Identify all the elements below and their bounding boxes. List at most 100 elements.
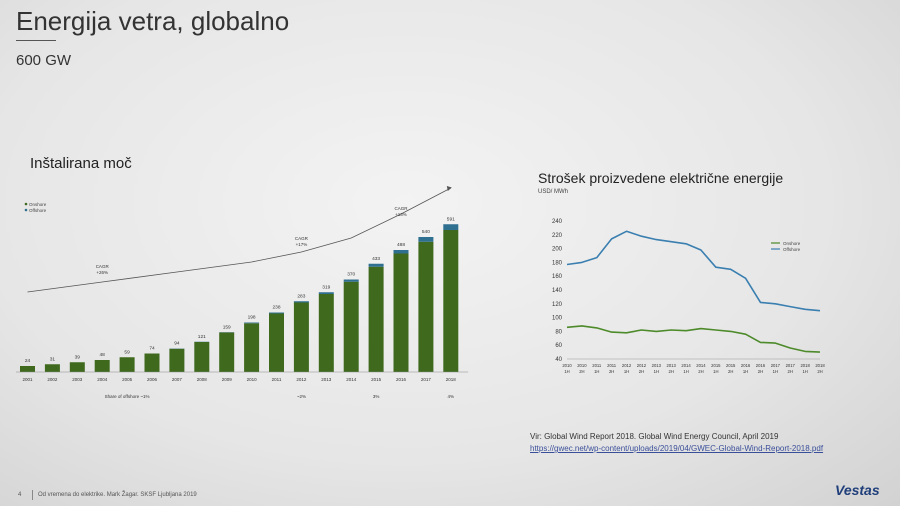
bar-total-label: 198: [248, 315, 256, 321]
bar-onshore: [194, 342, 210, 372]
x-tick-label: 2004: [97, 377, 108, 382]
x-tick-label-half: 2H: [788, 369, 793, 374]
x-tick-label-half: 2H: [817, 369, 822, 374]
x-tick-label: 2007: [172, 377, 183, 382]
bar-total-label: 74: [149, 346, 155, 352]
bar-total-label: 540: [422, 229, 430, 235]
x-tick-label-half: 1H: [802, 369, 807, 374]
legend-label-offshore: Offshore: [783, 247, 801, 252]
source-link[interactable]: https://gwec.net/wp-content/uploads/2019…: [530, 444, 824, 453]
bar-onshore: [20, 366, 35, 372]
x-tick-label-year: 2016: [741, 363, 751, 368]
cagr-trend-line: [27, 187, 451, 293]
x-tick-label-year: 2015: [726, 363, 736, 368]
x-tick-label-year: 2018: [815, 363, 825, 368]
bar-offshore: [443, 224, 459, 230]
bar-offshore: [269, 312, 284, 314]
bar-total-label: 48: [100, 352, 106, 358]
bar-offshore: [393, 250, 409, 254]
page-number: 4: [18, 492, 22, 498]
x-tick-label-half: 1H: [773, 369, 778, 374]
x-tick-label-year: 2010: [562, 363, 572, 368]
energy-cost-unit: USD/ MWh: [538, 189, 568, 195]
x-tick-label: 2011: [272, 377, 282, 382]
slide-subtitle: 600 GW: [16, 52, 72, 69]
bar-total-label: 591: [447, 216, 455, 222]
bar-onshore: [443, 230, 459, 372]
x-tick-label-half: 2H: [668, 369, 673, 374]
x-tick-label: 2002: [47, 377, 58, 382]
x-tick-label: 2003: [72, 377, 83, 382]
cagr-label-title: CAGR: [96, 264, 110, 269]
bar-onshore: [219, 332, 235, 372]
offshore-share-label: 4%: [448, 394, 455, 399]
cagr-label-value: +17%: [296, 242, 308, 247]
x-tick-label-half: 1H: [624, 369, 629, 374]
bar-total-label: 31: [50, 356, 56, 362]
cagr-label-value: +26%: [96, 270, 108, 275]
y-tick-label: 120: [552, 302, 563, 308]
x-tick-label-year: 2014: [696, 363, 706, 368]
x-tick-label-year: 2018: [800, 363, 810, 368]
slide-title: Energija vetra, globalno: [16, 6, 290, 36]
title-underline: [16, 40, 56, 41]
cagr-label-value: +13%: [395, 212, 407, 217]
offshore-share-label: Share of offshore ~1%: [105, 394, 150, 399]
x-tick-label-year: 2016: [756, 363, 766, 368]
bar-onshore: [293, 302, 309, 372]
bar-onshore: [169, 348, 185, 372]
bar-offshore: [418, 237, 434, 242]
x-tick-label-half: 2H: [609, 369, 614, 374]
cagr-label-title: CAGR: [295, 236, 309, 241]
line-series-onshore: [566, 325, 821, 353]
x-tick-label-half: 2H: [639, 369, 644, 374]
bar-onshore: [94, 360, 110, 372]
cagr-trend-arrow: [446, 186, 452, 191]
x-tick-label: 2017: [421, 377, 432, 382]
bar-total-label: 24: [25, 358, 31, 364]
legend-marker-offshore: [24, 208, 28, 212]
bar-total-label: 319: [322, 284, 330, 290]
x-tick-label: 2005: [122, 377, 133, 382]
bar-onshore: [393, 253, 409, 372]
bar-onshore: [343, 281, 359, 372]
x-tick-label: 2013: [321, 377, 332, 382]
x-tick-label-year: 2017: [771, 363, 781, 368]
x-tick-label-half: 1H: [594, 369, 599, 374]
bar-onshore: [418, 241, 434, 372]
x-tick-label-half: 1H: [743, 369, 748, 374]
x-tick-label-year: 2011: [592, 363, 602, 368]
bar-total-label: 121: [198, 334, 206, 340]
bar-onshore: [119, 357, 135, 372]
x-tick-label-half: 2H: [579, 369, 584, 374]
line-series-offshore: [566, 230, 821, 312]
bar-onshore: [244, 323, 260, 372]
x-tick-label: 2014: [346, 377, 357, 382]
x-tick-label-year: 2015: [711, 363, 721, 368]
bar-total-label: 94: [174, 341, 180, 347]
bar-onshore: [368, 266, 384, 372]
bar-total-label: 488: [397, 242, 405, 248]
y-tick-label: 60: [555, 343, 562, 349]
bar-total-label: 370: [347, 272, 355, 278]
x-tick-label-year: 2014: [681, 363, 691, 368]
x-tick-label-half: 1H: [683, 369, 688, 374]
bar-onshore: [269, 313, 284, 372]
bar-onshore: [144, 353, 160, 372]
x-tick-label-half: 2H: [728, 369, 733, 374]
y-tick-label: 140: [552, 288, 563, 294]
x-tick-label-year: 2012: [637, 363, 647, 368]
x-tick-label: 2009: [222, 377, 233, 382]
x-tick-label: 2015: [371, 377, 382, 382]
bar-offshore: [293, 301, 309, 303]
bar-total-label: 283: [297, 293, 305, 299]
x-tick-label-half: 1H: [564, 369, 569, 374]
x-tick-label-year: 2010: [577, 363, 587, 368]
x-tick-label: 2006: [147, 377, 158, 382]
legend-label-onshore: Onshore: [29, 202, 47, 207]
legend-label-offshore: Offshore: [29, 208, 47, 213]
x-tick-label-half: 1H: [713, 369, 718, 374]
bar-total-label: 59: [124, 349, 130, 355]
bar-total-label: 159: [223, 324, 231, 330]
